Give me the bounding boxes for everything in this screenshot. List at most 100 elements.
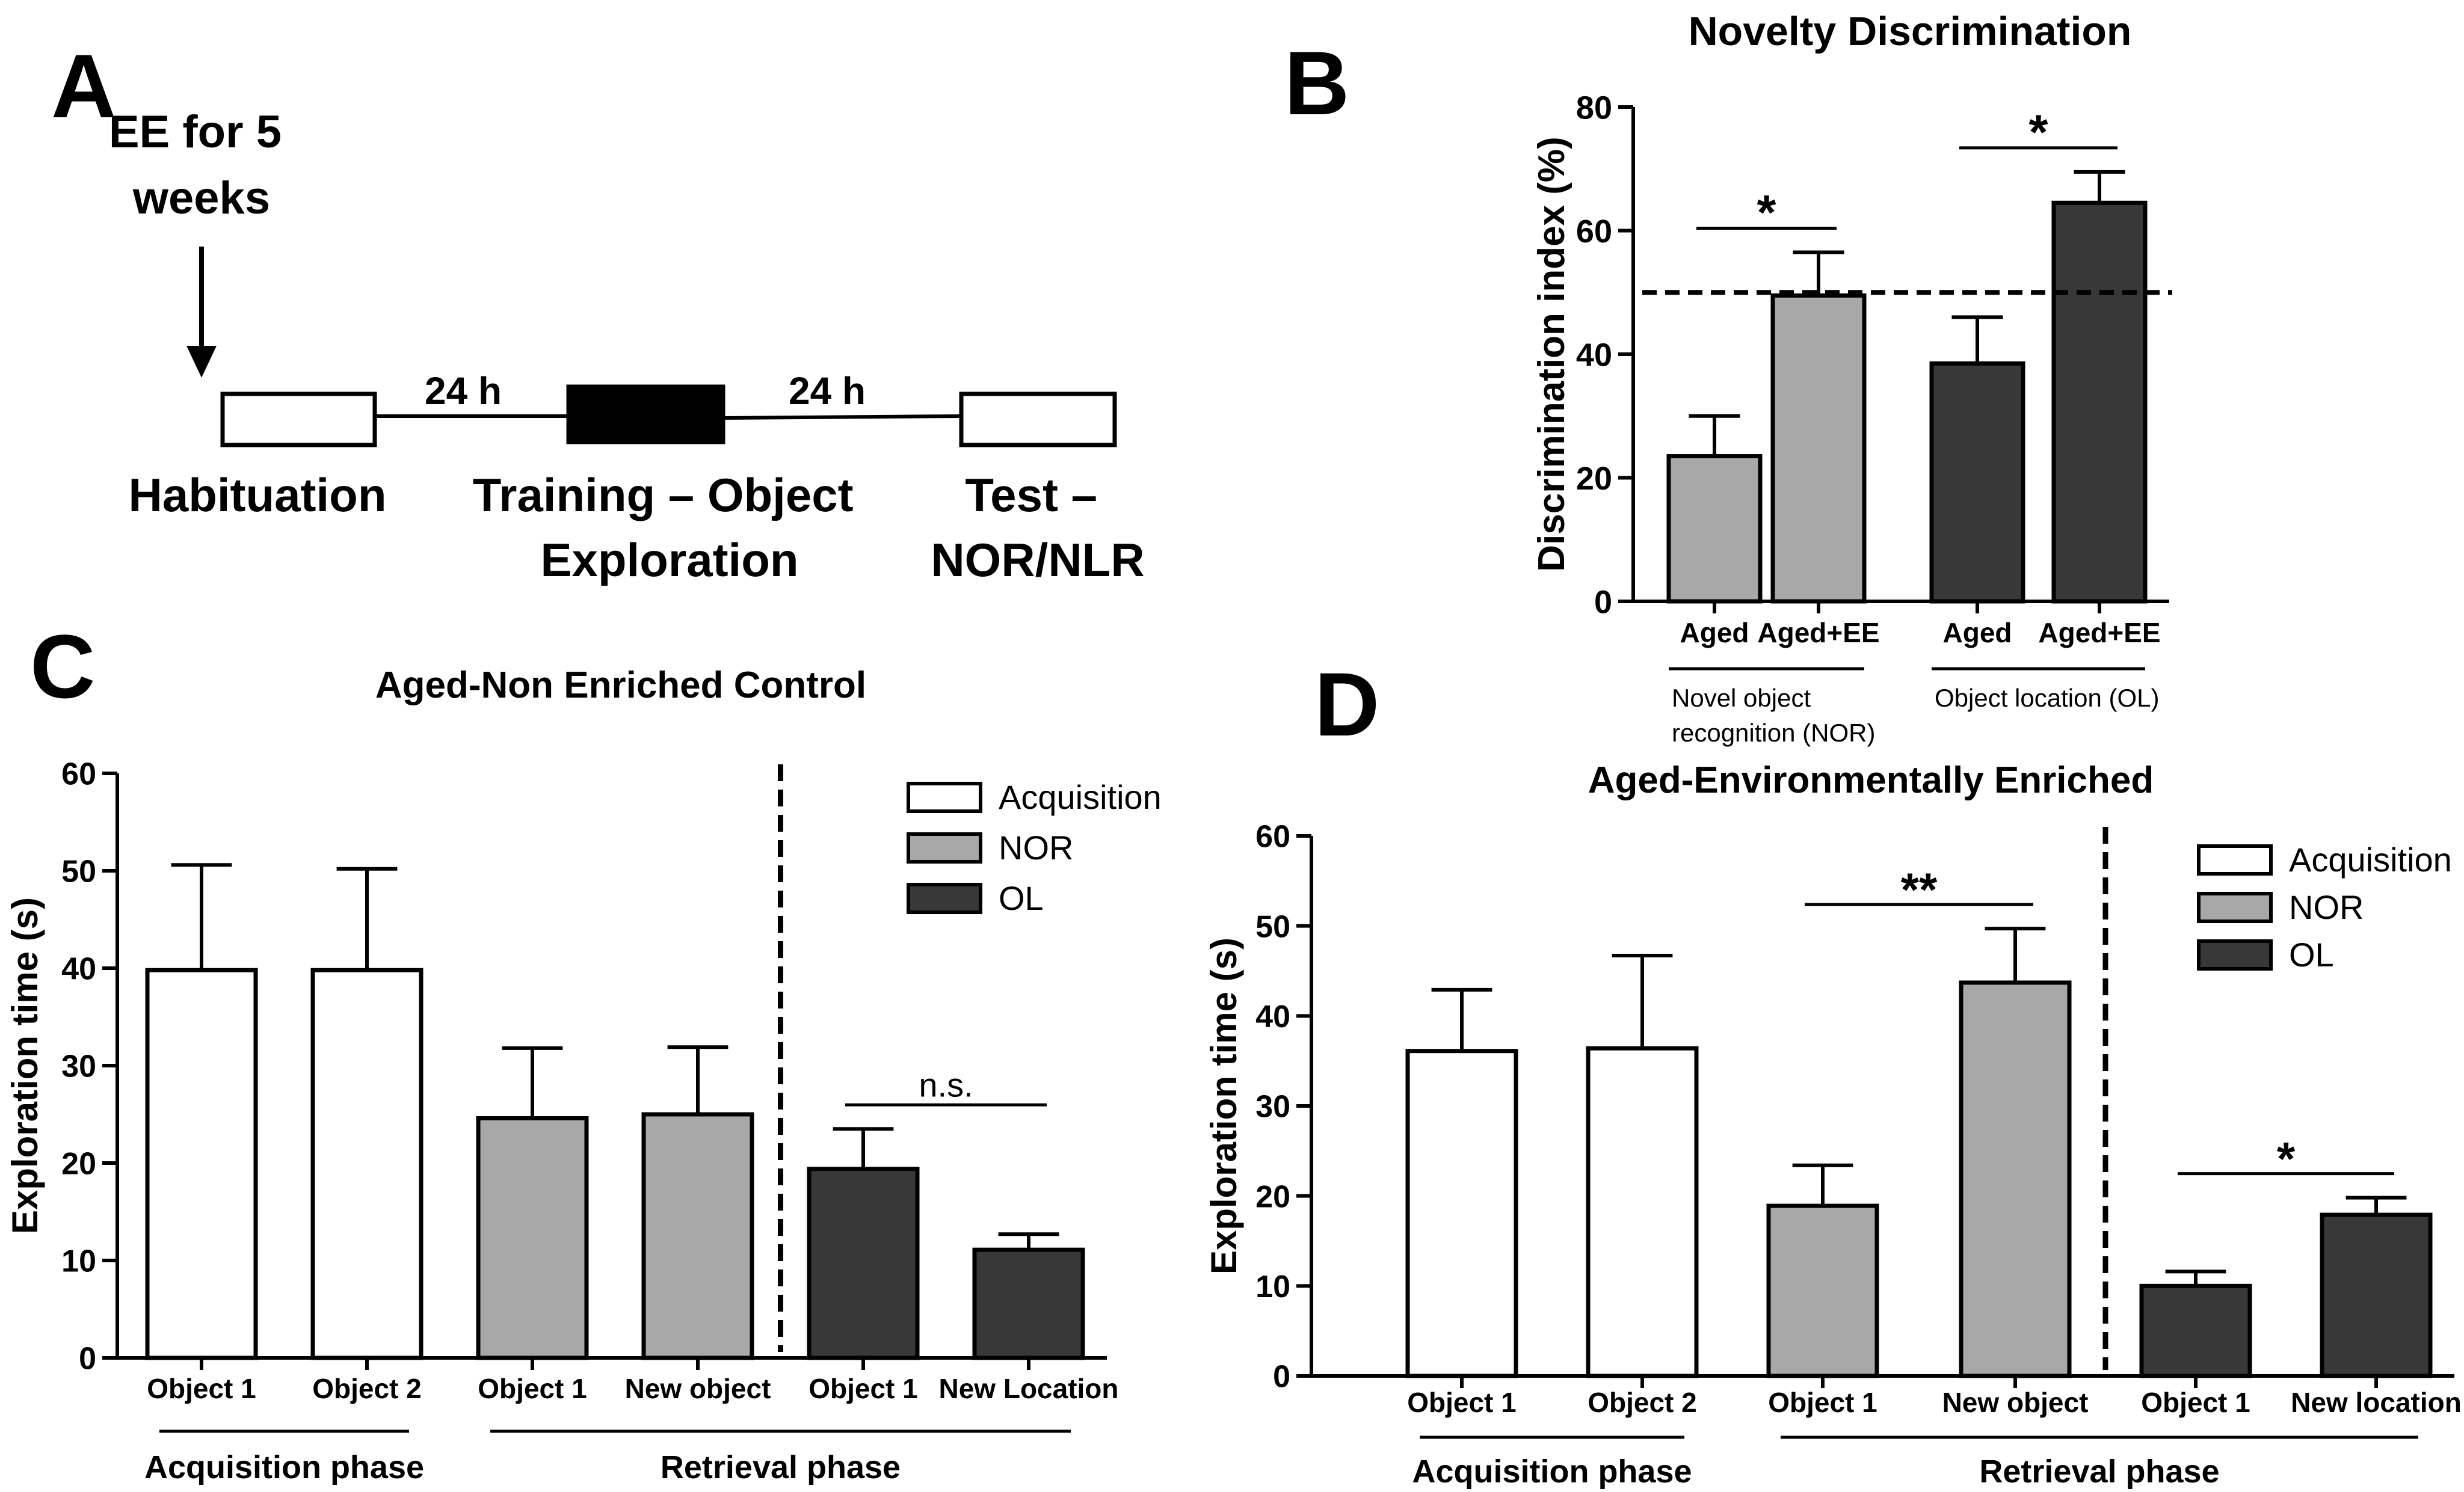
bar <box>1959 980 2072 1378</box>
x-tick-label: Object 2 <box>312 1373 422 1404</box>
x-tick-label: Object 1 <box>147 1373 256 1404</box>
chart-title: Aged-Non Enriched Control <box>375 665 866 706</box>
x-tick-label: Object 1 <box>478 1373 587 1404</box>
stage-test: Test – NOR/NLR <box>931 468 1144 586</box>
y-tick-label: 0 <box>79 1342 96 1377</box>
bar <box>1586 1046 1699 1378</box>
y-tick-label: 40 <box>61 952 96 987</box>
habituation-box <box>220 391 377 447</box>
y-tick-label: 0 <box>1273 1360 1290 1395</box>
significance-label: n.s. <box>919 1066 973 1104</box>
chart-title: Novelty Discrimination <box>1689 8 2132 54</box>
significance-label: * <box>1757 185 1776 240</box>
x-tick-label: New object <box>1942 1387 2089 1418</box>
panel-c: C Aged-Non Enriched Control 0 10 20 30 40 50 60 E… <box>5 616 1162 1485</box>
phase-label: Acquisition phase <box>144 1449 424 1485</box>
gap-label-1: 24 h <box>425 369 502 413</box>
legend: Acquisition NOR OL <box>907 778 1162 917</box>
bar <box>2139 1283 2252 1378</box>
bar <box>1929 361 2025 604</box>
x-tick-label: Aged <box>1680 617 1749 648</box>
training-box <box>566 384 725 444</box>
timeline-arrowhead <box>186 346 217 378</box>
panel-label-a: A <box>51 35 116 137</box>
x-tick-label: Aged <box>1943 617 2012 648</box>
y-tick-label: 60 <box>1576 213 1612 250</box>
x-tick-label: Aged+EE <box>2038 617 2160 648</box>
y-tick-label: 20 <box>61 1147 96 1182</box>
bar <box>972 1247 1085 1360</box>
bar <box>2320 1212 2433 1378</box>
x-tick-label: Object 2 <box>1588 1387 1697 1418</box>
bar <box>476 1116 589 1360</box>
legend-swatch <box>907 883 982 914</box>
y-tick-label: 80 <box>1576 90 1612 126</box>
significance-label: ** <box>1901 863 1938 916</box>
y-tick-label: 30 <box>61 1049 96 1084</box>
bar <box>807 1167 920 1360</box>
panel-label-c: C <box>30 616 95 717</box>
bar <box>1666 454 1763 604</box>
significance-label: * <box>2029 105 2048 160</box>
y-tick-label: 50 <box>1255 909 1290 944</box>
legend-label: Acquisition <box>2289 841 2452 879</box>
panel-a: A EE for 5 weeks 24 h 24 h Habituation T… <box>51 35 1145 586</box>
y-tick-label: 0 <box>1594 584 1612 620</box>
legend-swatch <box>2197 892 2273 923</box>
legend-label: OL <box>999 879 1044 917</box>
group-label-line: Novel object <box>1672 684 1811 712</box>
x-tick-label: Object 1 <box>2141 1387 2250 1418</box>
bar <box>1405 1049 1518 1378</box>
gap-label-2: 24 h <box>789 369 866 413</box>
chart-title: Aged-Environmentally Enriched <box>1588 760 2154 801</box>
bar <box>1770 293 1867 604</box>
y-tick-label: 60 <box>61 757 96 792</box>
x-tick-label: Object 1 <box>808 1373 918 1404</box>
bar <box>1766 1203 1879 1378</box>
y-tick-label: 30 <box>1255 1090 1290 1125</box>
x-tick-label: Aged+EE <box>1757 617 1879 648</box>
y-axis-label: Exploration time (s) <box>5 897 45 1234</box>
panel-b: B Novelty Discrimination 0 20 40 60 80Discrimi… <box>1284 8 2172 747</box>
y-tick-label: 50 <box>61 855 96 889</box>
stage-training: Training – Object Exploration <box>473 468 866 586</box>
y-tick-label: 20 <box>1255 1179 1290 1214</box>
stage-habituation: Habituation <box>129 468 387 521</box>
x-tick-label: New Location <box>938 1373 1118 1404</box>
ee-annotation: EE for 5 weeks <box>109 106 294 224</box>
y-axis-label: Exploration time (s) <box>1204 938 1244 1274</box>
legend: Acquisition NOR OL <box>2197 841 2452 974</box>
legend-swatch <box>2197 844 2273 876</box>
phase-label: Acquisition phase <box>1412 1454 1692 1490</box>
panel-label-b: B <box>1284 32 1349 134</box>
legend-label: OL <box>2289 936 2334 974</box>
legend-label: Acquisition <box>999 778 1162 816</box>
timeline-line-2 <box>722 414 962 420</box>
y-tick-label: 10 <box>1255 1269 1290 1304</box>
y-tick-label: 20 <box>1576 461 1612 497</box>
legend-swatch <box>2197 939 2273 971</box>
y-tick-label: 40 <box>1576 337 1612 373</box>
legend-label: NOR <box>999 829 1073 867</box>
phase-label: Retrieval phase <box>1979 1454 2219 1490</box>
panel-d: D Aged-Environmentally Enriched 0 10 20 30 40 5… <box>1204 654 2462 1490</box>
phase-label: Retrieval phase <box>661 1449 901 1485</box>
y-axis-label: Discrimination index (%) <box>1531 137 1572 571</box>
y-tick-label: 10 <box>61 1244 96 1279</box>
group-label: Object location (OL) <box>1935 684 2160 712</box>
bar <box>641 1112 754 1360</box>
group-label-line: Object location (OL) <box>1935 684 2160 712</box>
bar <box>310 968 424 1360</box>
bar <box>2051 200 2148 604</box>
group-label: Novel object recognition (NOR) <box>1672 684 1875 747</box>
legend-swatch <box>907 832 982 864</box>
bar <box>145 968 258 1360</box>
significance-label: * <box>2277 1132 2296 1185</box>
test-box <box>959 391 1117 447</box>
x-tick-label: New location <box>2291 1387 2462 1418</box>
group-label-line: recognition (NOR) <box>1672 719 1875 747</box>
y-tick-label: 40 <box>1255 999 1290 1034</box>
y-tick-label: 60 <box>1255 820 1290 855</box>
legend-label: NOR <box>2289 888 2364 926</box>
